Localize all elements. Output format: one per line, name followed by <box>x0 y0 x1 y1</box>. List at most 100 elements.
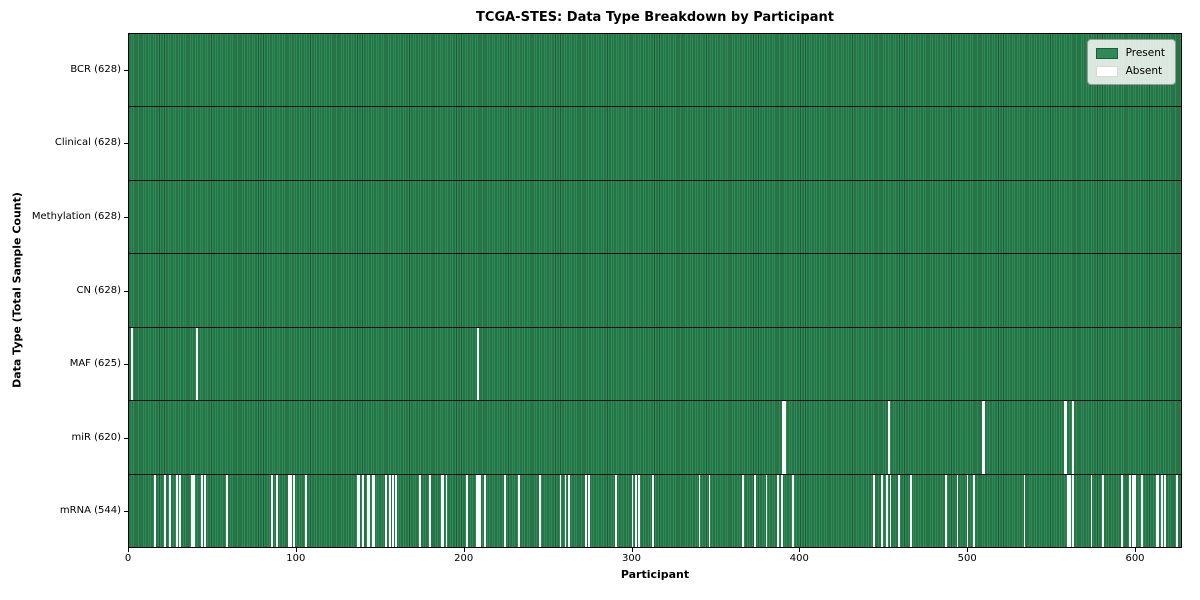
absent-stripe <box>1072 474 1074 547</box>
absent-stripe <box>440 474 443 547</box>
absent-stripe <box>966 474 969 547</box>
absent-stripe <box>192 474 195 547</box>
y-tick-label-Clinical: Clinical (628) <box>54 137 121 149</box>
chart-title: TCGA-STES: Data Type Breakdown by Partic… <box>476 10 834 25</box>
row-miR <box>129 400 1181 474</box>
absent-stripe <box>567 474 570 547</box>
absent-stripe <box>190 474 193 547</box>
absent-stripe <box>559 474 562 547</box>
absent-stripe <box>1160 474 1163 547</box>
absent-stripe <box>1067 474 1069 547</box>
absent-stripe <box>614 474 617 547</box>
absent-stripe <box>204 474 207 547</box>
absent-stripe <box>1102 474 1105 547</box>
absent-stripe <box>981 401 984 474</box>
y-tick-mark <box>124 364 128 365</box>
legend-swatch-present <box>1095 47 1118 59</box>
absent-stripe <box>371 474 374 547</box>
x-tick-mark <box>631 548 633 552</box>
absent-stripe <box>1072 401 1074 474</box>
absent-stripe <box>1129 474 1131 547</box>
absent-stripe <box>973 474 976 547</box>
absent-stripe <box>886 474 889 547</box>
x-tick-mark <box>463 548 465 552</box>
absent-stripe <box>1023 474 1026 547</box>
x-tick-label: 500 <box>957 553 977 564</box>
absent-stripe <box>753 474 756 547</box>
absent-stripe <box>304 474 307 547</box>
x-axis-title: Participant <box>620 568 690 581</box>
absent-stripe <box>1132 474 1135 547</box>
absent-stripe <box>368 474 371 547</box>
row-Clinical <box>129 106 1181 180</box>
absent-stripe <box>226 474 229 547</box>
absent-stripe <box>289 474 292 547</box>
x-tick-label: 300 <box>621 553 642 564</box>
absent-stripe <box>373 474 376 547</box>
legend-label-present: Present <box>1125 47 1165 59</box>
absent-stripe <box>1164 474 1167 547</box>
absent-stripe <box>201 474 203 547</box>
absent-stripe <box>872 474 875 547</box>
absent-stripe <box>164 474 167 547</box>
absent-stripe <box>897 474 900 547</box>
absent-stripe <box>196 327 198 401</box>
absent-stripe <box>1068 474 1071 547</box>
absent-stripe <box>154 474 157 547</box>
row-Methylation <box>129 179 1181 254</box>
absent-stripe <box>792 474 795 547</box>
absent-stripe <box>587 474 590 547</box>
absent-stripe <box>475 474 478 547</box>
x-tick-label: 400 <box>789 553 809 564</box>
absent-stripe <box>631 474 634 547</box>
legend-item-present: Present <box>1095 47 1165 59</box>
absent-stripe <box>1140 474 1143 547</box>
x-tick-mark <box>1135 548 1136 552</box>
absent-stripe <box>889 474 892 547</box>
absent-stripe <box>169 474 172 547</box>
absent-stripe <box>361 474 364 547</box>
y-tick-mark <box>124 438 128 439</box>
absent-stripe <box>477 474 480 547</box>
absent-stripe <box>634 474 637 547</box>
absent-stripe <box>293 474 296 547</box>
absent-stripe <box>1157 474 1160 547</box>
y-tick-mark <box>124 217 128 218</box>
absent-stripe <box>698 474 701 547</box>
absent-stripe <box>358 474 361 547</box>
absent-stripe <box>479 474 481 547</box>
absent-stripe <box>385 474 388 547</box>
absent-stripe <box>584 474 587 547</box>
absent-stripe <box>956 474 959 547</box>
absent-stripe <box>765 474 768 547</box>
y-tick-label-mRNA: mRNA (544) <box>59 505 121 517</box>
absent-stripe <box>909 474 912 547</box>
absent-stripe <box>130 327 133 401</box>
absent-stripe <box>1155 474 1158 547</box>
x-tick-label: 600 <box>1125 553 1145 564</box>
row-BCR <box>129 34 1181 107</box>
absent-stripe <box>356 474 359 547</box>
y-tick-mark <box>124 511 128 512</box>
x-tick-mark <box>295 548 297 552</box>
absent-stripe <box>708 474 711 547</box>
absent-stripe <box>288 474 291 547</box>
y-tick-label-Methylation: Methylation (628) <box>31 210 121 222</box>
absent-stripe <box>271 474 274 547</box>
y-tick-mark <box>124 291 128 292</box>
x-tick-label: 200 <box>454 553 474 564</box>
row-mRNA <box>129 473 1181 547</box>
absent-stripe <box>1175 474 1178 547</box>
absent-stripe <box>276 474 279 547</box>
absent-stripe <box>504 474 507 547</box>
absent-stripe <box>395 474 398 547</box>
absent-stripe <box>983 401 986 474</box>
absent-stripe <box>539 474 542 547</box>
y-tick-label-BCR: BCR (628) <box>70 63 121 75</box>
x-tick-mark <box>967 548 969 552</box>
absent-stripe <box>887 401 890 474</box>
absent-stripe <box>442 474 445 547</box>
absent-stripe <box>445 474 448 547</box>
legend-swatch-absent <box>1095 65 1118 77</box>
